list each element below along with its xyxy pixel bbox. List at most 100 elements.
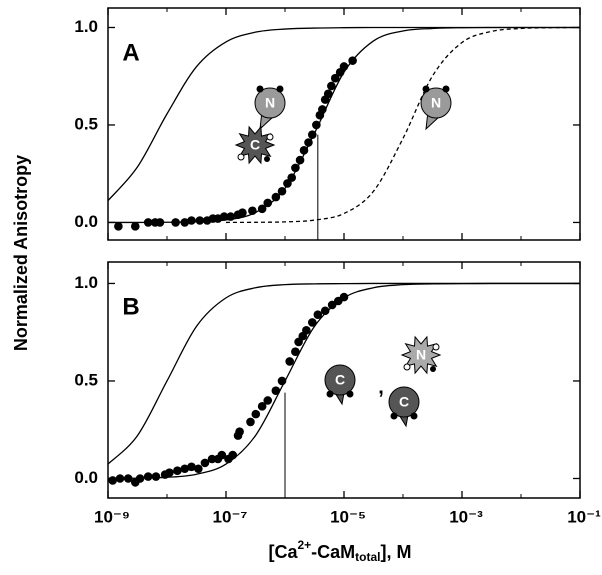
icon-label: C [250, 137, 260, 153]
data-point [248, 206, 257, 216]
data-point [155, 218, 165, 227]
y-tick-label: 1.0 [74, 17, 98, 36]
y-tick-label: 1.0 [74, 273, 98, 292]
icon: N [420, 85, 452, 131]
data-point [200, 458, 210, 468]
icon-dot [276, 85, 284, 93]
fit-curve [107, 26, 580, 224]
icon-dot [256, 85, 264, 93]
icon-dot [432, 343, 440, 351]
fit-curve [107, 26, 580, 202]
y-tick-label: 0.0 [74, 468, 98, 487]
icon-body [388, 386, 420, 418]
data-point [130, 222, 140, 231]
data-point [180, 218, 190, 227]
data-point [114, 222, 123, 231]
data-point [271, 386, 281, 396]
icon-separator: , [378, 376, 384, 398]
data-point [307, 130, 317, 140]
data-point [295, 155, 305, 165]
data-point [287, 173, 297, 182]
data-point [327, 300, 337, 310]
data-point [217, 450, 227, 460]
icon-dot [326, 390, 334, 398]
data-point [339, 62, 349, 71]
x-tick-label: 10⁻⁵ [330, 507, 366, 526]
data-point [312, 120, 321, 130]
data-point [115, 474, 125, 483]
data-point [307, 318, 317, 327]
y-axis-title: Normalized Anisotropy [11, 155, 31, 351]
data-point [291, 347, 300, 357]
data-point [187, 462, 196, 472]
x-tick-label: 10⁻³ [449, 507, 483, 526]
icon-body [254, 87, 286, 119]
data-point [263, 198, 273, 208]
icon-dot [237, 153, 245, 161]
x-tick-label: 10⁻⁹ [94, 507, 130, 526]
data-point [195, 216, 205, 225]
data-point [323, 89, 333, 99]
data-point [135, 474, 145, 483]
icon-label: C [335, 372, 345, 388]
data-point [313, 310, 323, 319]
data-point [263, 396, 273, 405]
x-tick-label: 10⁻¹ [567, 507, 601, 526]
icon-dot [403, 363, 411, 371]
data-point [143, 472, 153, 481]
data-point [304, 138, 313, 147]
panel-letter: B [122, 293, 139, 320]
data-point [277, 376, 287, 386]
icon-dot [346, 390, 354, 398]
data-point [302, 325, 311, 335]
dashed-curve [225, 26, 581, 224]
data-point [207, 454, 217, 464]
data-point [165, 468, 174, 477]
panel-letter: A [122, 39, 139, 66]
icon: , [378, 376, 384, 398]
x-title-part: ], M [381, 542, 412, 562]
data-point [171, 218, 180, 227]
data-point [228, 450, 238, 460]
y-tick-label: 0.0 [74, 212, 98, 231]
icon-star [234, 125, 276, 165]
data-point [151, 472, 161, 481]
icon-dot [264, 156, 270, 162]
data-point [318, 105, 327, 114]
data-point [348, 56, 357, 65]
data-point [271, 192, 281, 202]
data-point [238, 208, 247, 218]
icon: C [234, 125, 276, 165]
data-point [180, 464, 190, 474]
icon-label: C [399, 394, 409, 410]
icon-dot [430, 366, 436, 372]
plot-frame [107, 7, 581, 241]
x-title-sub: total [355, 550, 380, 564]
icon: C [388, 386, 420, 428]
y-tick-label: 0.5 [74, 114, 98, 133]
icon-label: N [431, 95, 441, 111]
data-point [257, 402, 267, 411]
data-point [291, 163, 300, 173]
icon-dot [422, 85, 430, 93]
data-point [246, 417, 255, 427]
icon-dot [266, 133, 274, 141]
data-point [173, 466, 182, 475]
x-title-part: [Ca [268, 542, 298, 562]
data-point [194, 464, 203, 474]
x-tick-label: 10⁻⁷ [213, 507, 248, 526]
icon-star [400, 335, 442, 375]
data-point [339, 292, 349, 302]
data-point [235, 427, 244, 436]
data-point [285, 357, 294, 366]
data-point [320, 306, 330, 316]
icon-dot [410, 412, 418, 420]
data-point [257, 204, 267, 214]
data-point [123, 474, 133, 483]
x-axis-title: [Ca2+-CaMtotal], M [268, 538, 411, 564]
data-point [327, 81, 336, 91]
icon-body [420, 87, 452, 119]
icon-dot [442, 85, 450, 93]
data-point [219, 212, 229, 221]
